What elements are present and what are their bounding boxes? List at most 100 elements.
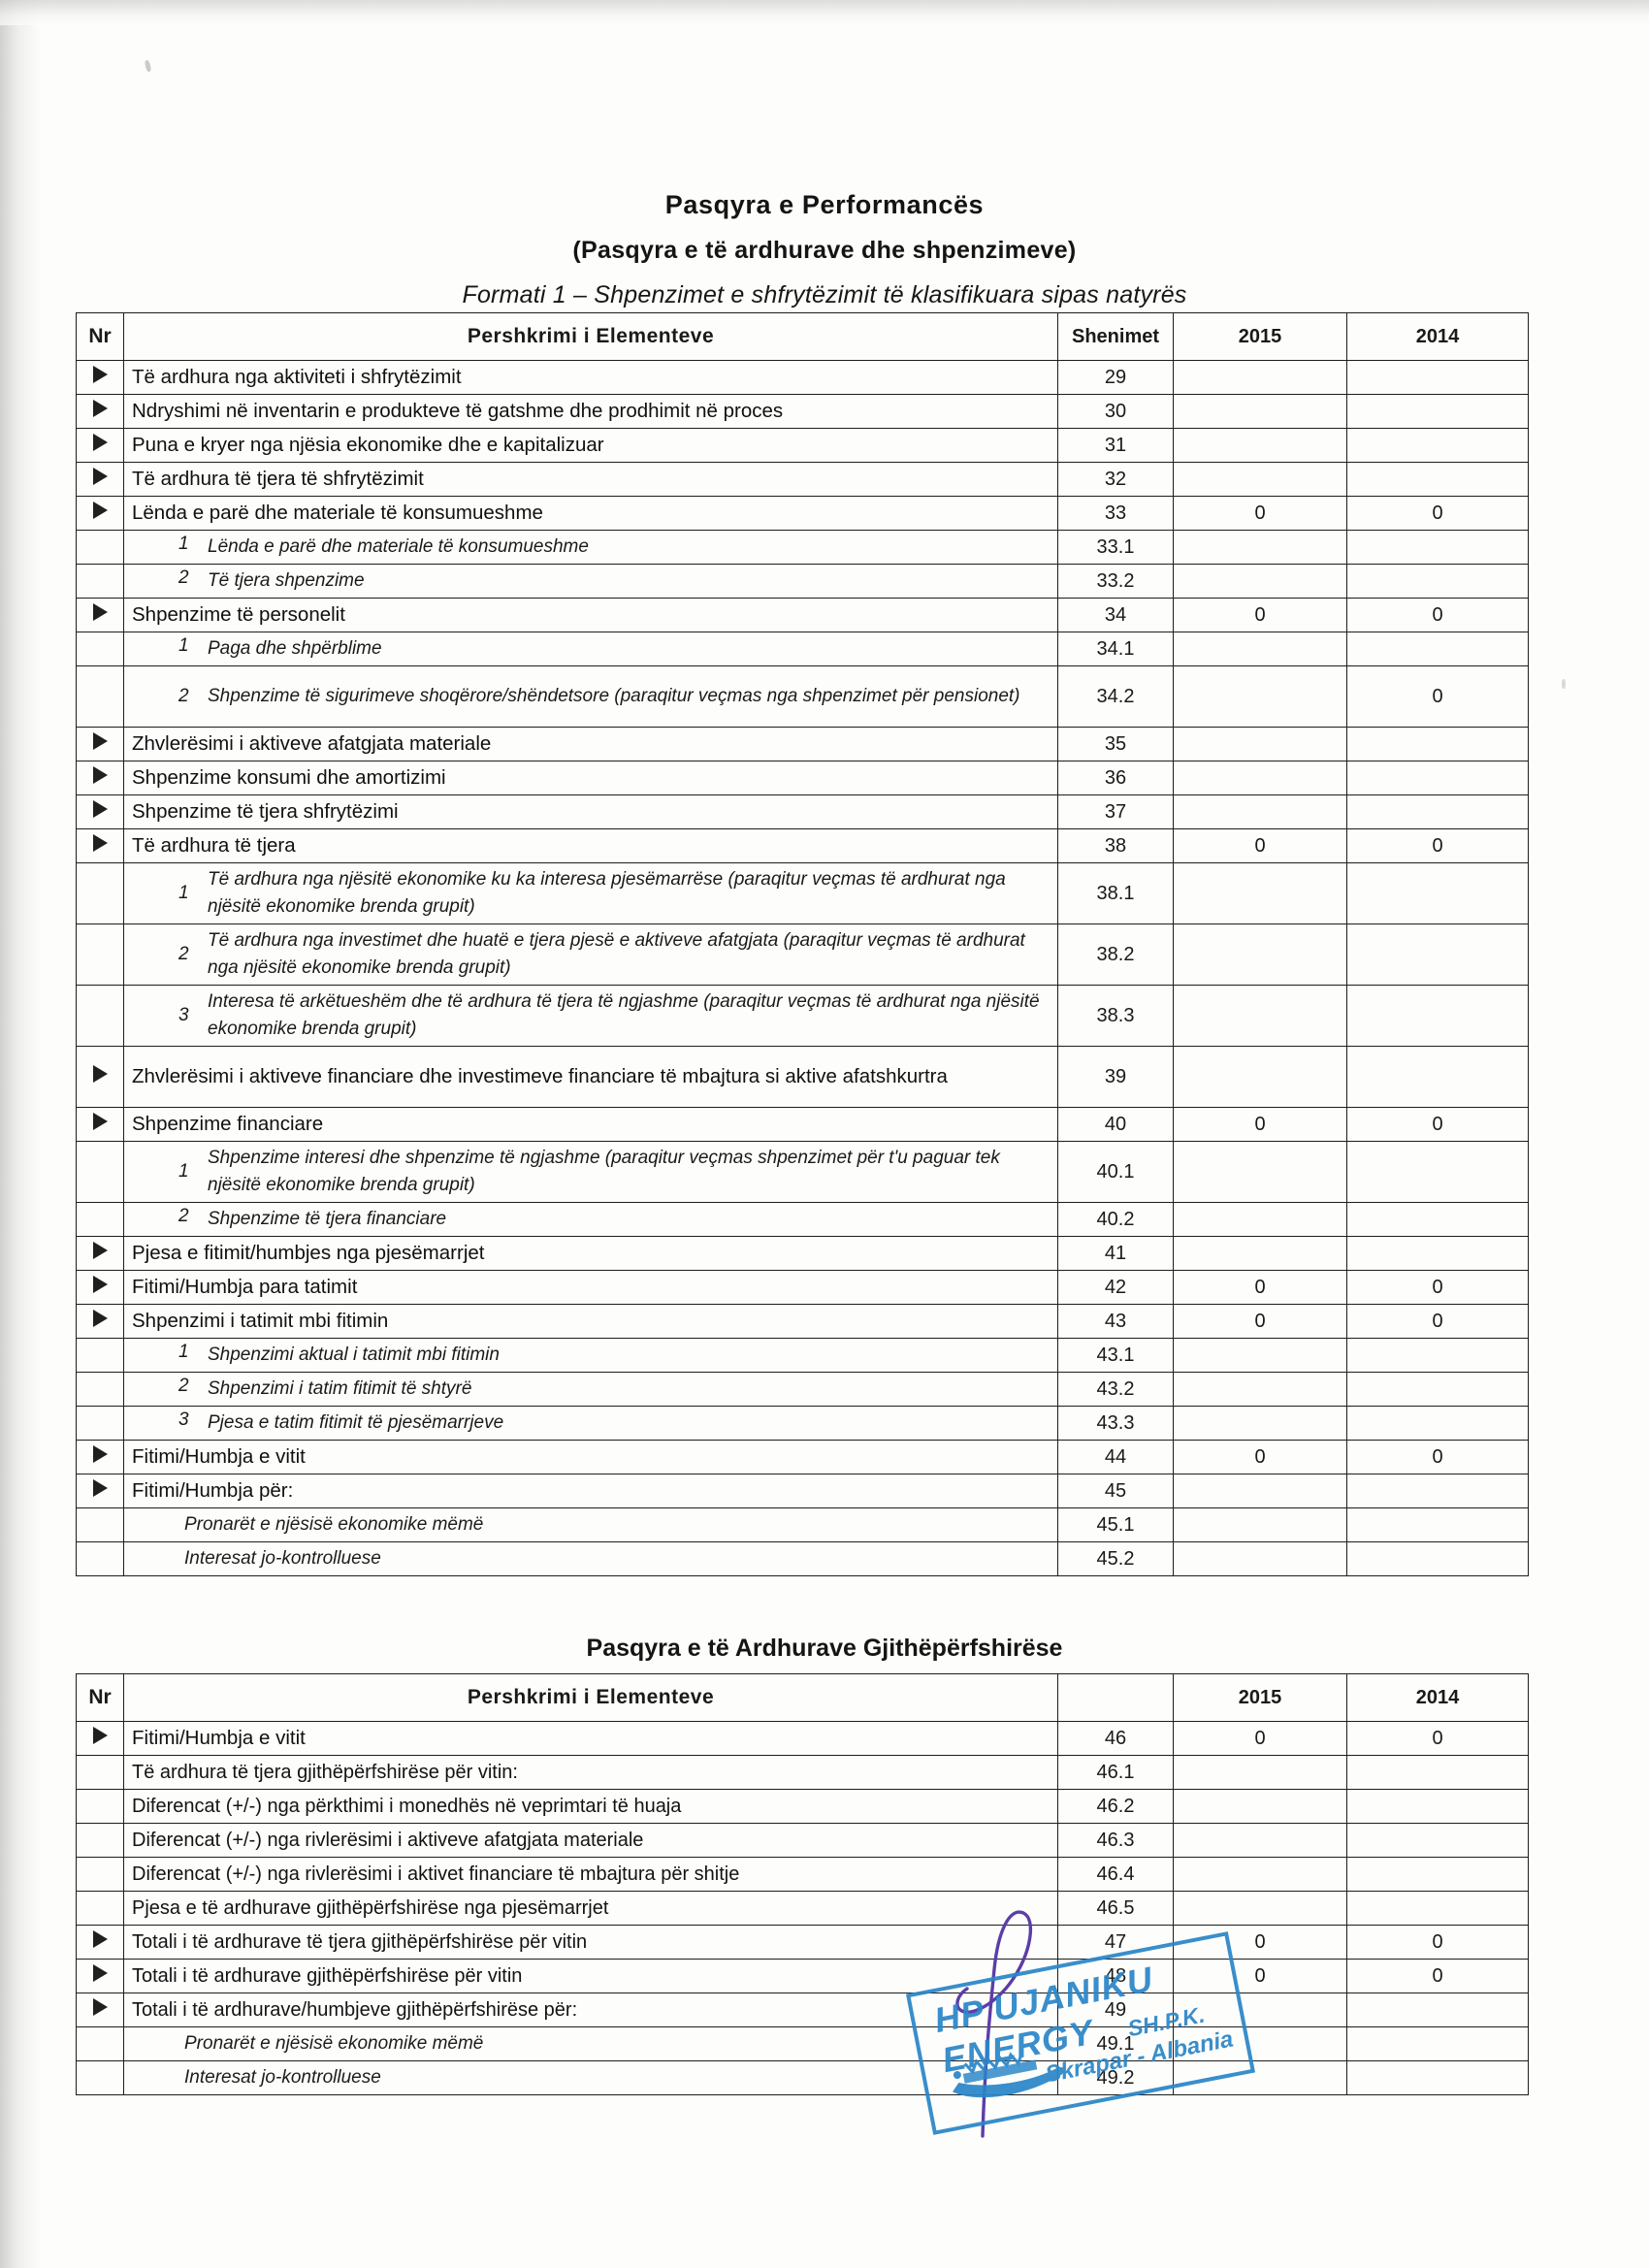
row-description-label: Shpenzimi i tatimit mbi fitimin	[132, 1309, 389, 1332]
row-description-label: Zhvlerësimi i aktiveve afatgjata materia…	[132, 731, 492, 755]
row-description-label: Shpenzime të tjera financiare	[208, 1208, 447, 1229]
table-row: Të ardhura nga aktiviteti i shfrytëzimit…	[76, 360, 1529, 395]
row-description-cell: Pronarët e njësisë ekonomike mëmë	[123, 2026, 1058, 2061]
table-row: Fitimi/Humbja për: 45	[76, 1474, 1529, 1508]
row-description-label: Shpenzime financiare	[132, 1112, 324, 1135]
row-description-cell: Të ardhura nga aktiviteti i shfrytëzimit	[123, 360, 1058, 395]
table-row: 1 Paga dhe shpërblime 34.1	[76, 632, 1529, 666]
sub-item-number: 1	[178, 1341, 189, 1362]
row-nr-cell	[76, 923, 124, 986]
row-description-cell: Puna e kryer nga njësia ekonomike dhe e …	[123, 428, 1058, 463]
row-description-cell: 2 Shpenzime të tjera financiare	[123, 1202, 1058, 1237]
row-note-cell: 46	[1057, 1721, 1174, 1756]
row-value-2014-cell	[1346, 1857, 1529, 1892]
row-description-label: Të ardhura nga njësitë ekonomike ku ka i…	[208, 868, 1006, 918]
table-row: 2 Shpenzime të sigurimeve shoqërore/shënd…	[76, 665, 1529, 728]
row-note-cell: 43.1	[1057, 1338, 1174, 1373]
row-description-cell: Ndryshimi në inventarin e produkteve të …	[123, 394, 1058, 429]
triangle-marker-icon	[92, 1479, 108, 1497]
row-description-label: Interesa të arkëtueshëm dhe të ardhura t…	[208, 990, 1040, 1040]
row-value-2014-cell: 0	[1346, 1440, 1529, 1474]
scan-artifact-speck	[144, 59, 152, 73]
table-row: 3 Interesa të arkëtueshëm dhe të ardhura …	[76, 985, 1529, 1047]
row-value-2014-cell	[1346, 862, 1529, 924]
row-note-cell: 39	[1057, 1046, 1174, 1108]
row-value-2014-cell: 0	[1346, 828, 1529, 863]
row-marker-cell	[76, 394, 124, 429]
triangle-marker-icon	[92, 1964, 108, 1982]
table-1-body: Të ardhura nga aktiviteti i shfrytëzimit…	[76, 360, 1529, 1576]
row-description-label: Pjesa e të ardhurave gjithëpërfshirëse n…	[132, 1896, 609, 1919]
table-row: Puna e kryer nga njësia ekonomike dhe e …	[76, 428, 1529, 463]
row-description-cell: Fitimi/Humbja e vitit	[123, 1721, 1058, 1756]
row-value-2015-cell	[1173, 923, 1347, 986]
sub-item-wrapper: 3 Pjesa e tatim fitimit të pjesëmarrjeve	[124, 1409, 1057, 1438]
triangle-marker-icon	[92, 1113, 108, 1130]
row-value-2014-cell	[1346, 1236, 1529, 1271]
row-value-2015-cell	[1173, 2060, 1347, 2095]
table-header-row: Nr Pershkrimi i Elementeve Shenimet 2015…	[76, 312, 1529, 361]
row-value-2015-cell: 0	[1173, 1107, 1347, 1142]
table-row: Fitimi/Humbja e vitit 46 0 0	[76, 1721, 1529, 1756]
row-value-2014-cell	[1346, 462, 1529, 497]
row-description-cell: Fitimi/Humbja e vitit	[123, 1440, 1058, 1474]
row-value-2014-cell: 0	[1346, 598, 1529, 632]
page-subtitle: (Pasqyra e të ardhurave dhe shpenzimeve)	[572, 237, 1077, 264]
row-note-cell: 45.2	[1057, 1541, 1174, 1576]
row-description-label: Shpenzime të tjera shfrytëzimi	[132, 799, 399, 823]
scan-edge-shadow-top	[0, 0, 1649, 25]
row-value-2015-cell	[1173, 1236, 1347, 1271]
table-row: 1 Shpenzimi aktual i tatimit mbi fitimin 4…	[76, 1338, 1529, 1373]
row-description-cell: Interesat jo-kontrolluese	[123, 1541, 1058, 1576]
row-value-2014-cell: 0	[1346, 1270, 1529, 1305]
row-marker-cell	[76, 1270, 124, 1305]
sub-item-wrapper: 1 Lënda e parë dhe materiale të konsumues…	[124, 534, 1057, 562]
row-note-cell: 43.3	[1057, 1406, 1174, 1441]
row-description-label: Shpenzime të personelit	[132, 602, 345, 626]
row-value-2015-cell: 0	[1173, 1440, 1347, 1474]
row-note-cell: 36	[1057, 761, 1174, 795]
row-note-cell: 34.1	[1057, 632, 1174, 666]
row-value-2014-cell	[1346, 923, 1529, 986]
row-nr-cell	[76, 1857, 124, 1892]
row-value-2014-cell	[1346, 1406, 1529, 1441]
row-marker-cell	[76, 360, 124, 395]
triangle-marker-icon	[92, 366, 108, 383]
row-note-cell: 40.2	[1057, 1202, 1174, 1237]
row-marker-cell	[76, 1993, 124, 2027]
row-value-2015-cell	[1173, 1541, 1347, 1576]
row-value-2014-cell: 0	[1346, 1721, 1529, 1756]
triangle-marker-icon	[92, 434, 108, 451]
row-description-label: Të ardhura të tjera gjithëpërfshirëse pë…	[132, 1761, 518, 1783]
row-description-label: Shpenzime konsumi dhe amortizimi	[132, 765, 446, 789]
scan-edge-shadow-left	[0, 0, 41, 2268]
row-note-cell: 42	[1057, 1270, 1174, 1305]
row-marker-cell	[76, 598, 124, 632]
row-description-cell: 1 Shpenzimi aktual i tatimit mbi fitimin	[123, 1338, 1058, 1373]
row-value-2015-cell: 0	[1173, 1270, 1347, 1305]
row-value-2014-cell	[1346, 1789, 1529, 1824]
row-nr-cell	[76, 1202, 124, 1237]
row-value-2015-cell	[1173, 1789, 1347, 1824]
row-note-cell: 32	[1057, 462, 1174, 497]
table-row: 2 Të ardhura nga investimet dhe huatë e t…	[76, 923, 1529, 986]
row-nr-cell	[76, 1891, 124, 1926]
table-row: Pjesa e të ardhurave gjithëpërfshirëse n…	[76, 1891, 1529, 1926]
row-description-cell: Interesat jo-kontrolluese	[123, 2060, 1058, 2095]
row-value-2015-cell: 0	[1173, 1721, 1347, 1756]
row-description-label: Fitimi/Humbja para tatimit	[132, 1275, 358, 1298]
sub-item-number: 1	[178, 634, 189, 656]
row-marker-cell	[76, 462, 124, 497]
triangle-marker-icon	[92, 766, 108, 784]
row-value-2015-cell	[1173, 530, 1347, 565]
row-description-cell: Diferencat (+/-) nga përkthimi i monedhë…	[123, 1789, 1058, 1824]
triangle-marker-icon	[92, 1242, 108, 1259]
row-description-cell: Diferencat (+/-) nga rivlerësimi i aktiv…	[123, 1857, 1058, 1892]
row-description-label: Diferencat (+/-) nga rivlerësimi i aktiv…	[132, 1829, 644, 1851]
table-row: 2 Shpenzime të tjera financiare 40.2	[76, 1202, 1529, 1237]
row-description-label: Fitimi/Humbja e vitit	[132, 1726, 306, 1749]
column-header-note	[1057, 1673, 1174, 1722]
row-value-2015-cell	[1173, 1891, 1347, 1926]
row-note-cell: 35	[1057, 727, 1174, 761]
